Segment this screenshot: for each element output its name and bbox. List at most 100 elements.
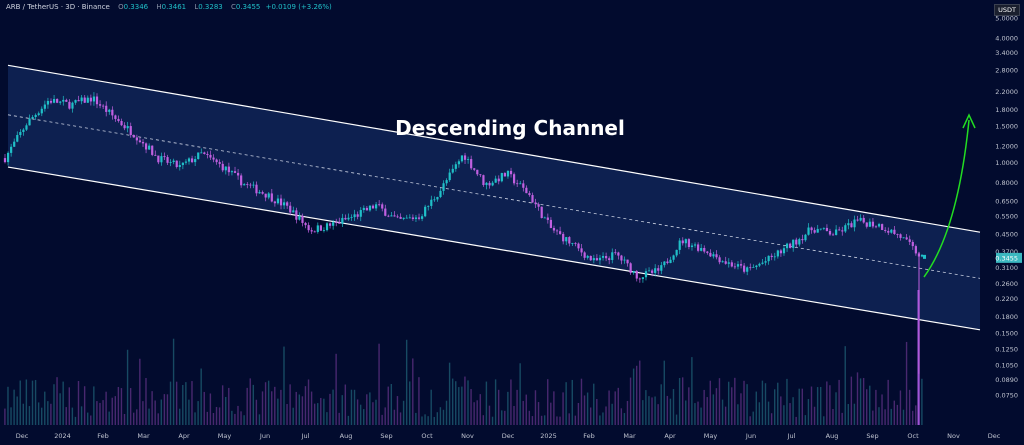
candle-body [758,263,761,266]
volume-bar [485,381,488,425]
volume-bar [761,380,764,425]
candle-body [629,263,632,273]
volume-bar [240,411,242,425]
volume-bar [405,339,408,425]
volume-bar [458,387,460,425]
volume-bar [206,411,209,425]
volume-bar [341,395,343,425]
volume-bar [350,389,353,425]
volume-bar [623,413,626,425]
candle-body [71,102,74,109]
candle-body [301,215,304,223]
candle-body [37,113,40,115]
candle-body [411,217,414,219]
candle-body [660,265,663,271]
volume-bar [179,408,181,425]
volume-bar [743,380,745,425]
volume-bar [908,389,911,425]
x-tick-label: May [704,432,718,440]
volume-bar [145,378,147,425]
volume-bar [409,381,411,425]
change-value: +0.0109 (+3.26%) [265,3,332,11]
candle-body [230,171,234,173]
currency-unit-button[interactable]: USDT [994,4,1020,16]
volume-bar [786,378,788,425]
volume-bar [881,394,883,425]
volume-bar [375,399,377,425]
candle-body [693,244,697,246]
volume-bar [363,409,365,425]
candle-body [595,258,599,261]
volume-bar [715,388,718,425]
candle-body [59,101,62,103]
candle-body [586,255,589,258]
candle-body [414,217,418,219]
candle-body [513,174,516,184]
volume-bar [878,407,880,425]
candle-body [187,158,191,162]
candle-body [644,271,648,278]
volume-bar [921,378,923,425]
volume-bar [22,403,25,425]
volume-bar [617,387,619,425]
volume-bar [893,400,895,425]
volume-bar [657,404,659,425]
candle-body [160,156,163,163]
volume-bar [4,408,6,425]
candle-body [316,225,319,232]
candle-body [779,250,783,254]
candle-body [491,182,494,186]
volume-bar [795,416,797,425]
candle-body [264,193,267,198]
candle-body [473,168,476,170]
channel-lower-line [7,166,981,331]
volume-bar [504,410,506,425]
volume-bar [531,416,534,425]
candle-body [574,243,577,244]
volume-bar [44,391,46,425]
volume-bar [752,411,754,425]
candle-body [108,109,111,112]
candle-body [368,205,372,211]
volume-bar [47,401,49,425]
volume-bar [847,404,849,425]
volume-bar [402,400,405,425]
x-tick-label: Jul [301,432,310,440]
volume-bar [620,408,623,425]
candle-body [589,255,592,261]
volume-bar [264,382,267,425]
y-tick-label: 0.3700 [995,248,1018,256]
candle-body [13,141,16,147]
volume-bar [841,412,843,425]
candle-body [424,206,427,217]
volume-bar [418,377,420,425]
volume-bar [427,416,429,425]
candle-body [506,170,510,177]
y-tick-label: 0.1050 [995,361,1018,369]
candle-body [890,229,893,233]
volume-bar [709,380,711,425]
candle-body [203,152,206,155]
candle-body [623,259,626,261]
candle-body [172,160,175,163]
candle-body [62,99,65,102]
candle-body [304,222,307,226]
y-tick-label: 4.0000 [995,35,1018,43]
candle-body [865,222,868,227]
candle-body [83,97,86,103]
candle-body [212,157,215,160]
volume-bar [280,389,282,425]
volume-bar [65,407,67,425]
x-tick-label: Jun [259,432,270,440]
volume-bar [313,403,316,425]
candle-body [684,239,687,244]
volume-bar [826,381,828,425]
volume-bar [442,409,445,425]
candle-body [417,217,421,219]
volume-bar [593,383,595,425]
volume-bar [700,407,702,425]
volume-bar [571,379,573,425]
volume-bar [424,414,426,425]
volume-bar [626,400,629,425]
